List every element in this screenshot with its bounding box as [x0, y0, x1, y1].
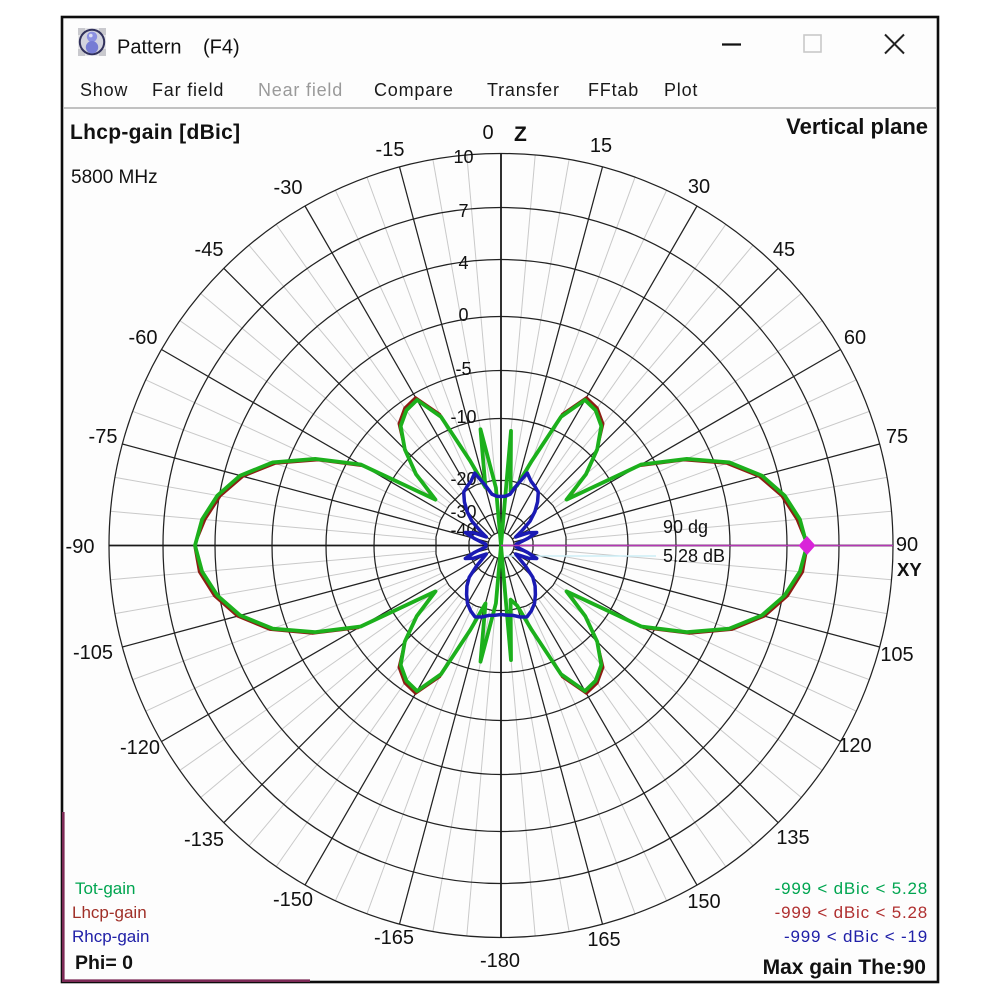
svg-text:75: 75 — [886, 426, 908, 448]
svg-text:Lhcp-gain [dBic]: Lhcp-gain [dBic] — [70, 121, 240, 144]
svg-text:(F4): (F4) — [203, 37, 240, 59]
svg-text:-60: -60 — [129, 327, 158, 349]
svg-text:-999 < dBic < 5.28: -999 < dBic < 5.28 — [775, 903, 928, 922]
svg-text:Lhcp-gain: Lhcp-gain — [72, 903, 147, 922]
svg-text:-10: -10 — [450, 407, 476, 427]
svg-text:60: 60 — [844, 327, 866, 349]
svg-text:-45: -45 — [195, 239, 224, 261]
svg-text:5.28 dB: 5.28 dB — [663, 546, 725, 566]
svg-text:Z: Z — [514, 123, 527, 146]
svg-text:-135: -135 — [184, 829, 224, 851]
svg-text:-120: -120 — [120, 737, 160, 759]
svg-text:Show: Show — [80, 80, 128, 100]
svg-text:90 dg: 90 dg — [663, 517, 708, 537]
svg-text:30: 30 — [688, 176, 710, 198]
svg-text:-15: -15 — [376, 139, 405, 161]
svg-text:-105: -105 — [73, 642, 113, 664]
svg-text:120: 120 — [838, 735, 871, 757]
svg-text:Phi= 0: Phi= 0 — [75, 952, 133, 974]
svg-text:Vertical plane: Vertical plane — [786, 114, 928, 139]
svg-text:0: 0 — [458, 305, 468, 325]
svg-text:-150: -150 — [273, 889, 313, 911]
svg-text:-75: -75 — [89, 426, 118, 448]
svg-text:Transfer: Transfer — [487, 80, 560, 100]
svg-text:-165: -165 — [374, 927, 414, 949]
svg-text:Rhcp-gain: Rhcp-gain — [72, 927, 150, 946]
svg-text:10: 10 — [453, 147, 473, 167]
svg-text:Pattern: Pattern — [117, 37, 181, 59]
svg-text:-5: -5 — [455, 359, 471, 379]
svg-text:Max gain The:90: Max gain The:90 — [763, 956, 926, 979]
svg-text:0: 0 — [482, 122, 493, 144]
svg-text:-999 < dBic < 5.28: -999 < dBic < 5.28 — [775, 879, 928, 898]
svg-text:5800 MHz: 5800 MHz — [71, 167, 158, 188]
svg-text:-999 < dBic < -19: -999 < dBic < -19 — [784, 927, 928, 946]
svg-text:Plot: Plot — [664, 80, 698, 100]
svg-text:-90: -90 — [66, 536, 95, 558]
svg-text:Tot-gain: Tot-gain — [75, 879, 135, 898]
svg-text:Near field: Near field — [258, 80, 343, 100]
svg-text:150: 150 — [687, 891, 720, 913]
svg-text:-30: -30 — [274, 177, 303, 199]
svg-text:FFtab: FFtab — [588, 80, 639, 100]
svg-text:90: 90 — [896, 534, 918, 556]
svg-text:105: 105 — [880, 644, 913, 666]
svg-text:Far field: Far field — [152, 80, 224, 100]
svg-text:Compare: Compare — [374, 80, 454, 100]
svg-text:7: 7 — [458, 201, 468, 221]
svg-text:4: 4 — [458, 253, 468, 273]
svg-text:15: 15 — [590, 135, 612, 157]
svg-text:-180: -180 — [480, 950, 520, 972]
svg-text:165: 165 — [587, 929, 620, 951]
svg-text:135: 135 — [776, 827, 809, 849]
svg-text:45: 45 — [773, 239, 795, 261]
svg-text:XY: XY — [897, 559, 922, 580]
